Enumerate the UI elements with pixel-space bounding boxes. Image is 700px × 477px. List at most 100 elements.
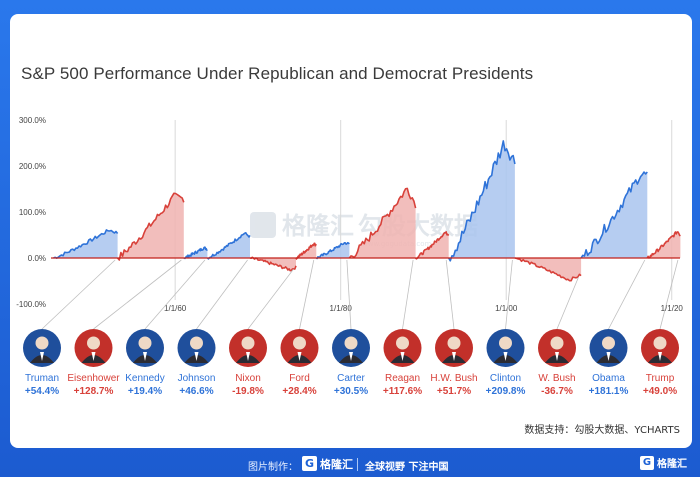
avatar-shirt [91,352,96,361]
series-area [207,232,250,259]
connector-line [93,259,182,330]
series-line [249,256,297,272]
series-line [448,140,516,262]
y-tick-label: 200.0% [19,162,46,171]
series-line [646,231,681,259]
avatar-head [447,336,461,350]
avatar-head [35,336,49,350]
avatar-shirt [555,352,559,361]
connector-line [402,259,414,330]
series-line [53,229,119,259]
series-ford [295,242,317,260]
avatar-head [550,336,564,350]
avatar [486,329,525,367]
avatar-head [499,336,512,350]
y-tick-label: 0.0% [28,254,46,263]
president-return: +30.5% [334,386,368,397]
gelonghui-logo-icon: G [302,456,317,471]
avatar-head [344,336,358,350]
series-h-w--bush [415,231,450,260]
avatar [435,329,473,367]
y-tick-label: 100.0% [19,208,46,217]
series-line [415,231,450,260]
president-name: Trump [646,373,675,384]
avatar-shirt [606,352,611,361]
series-area [53,229,118,259]
series-trump [646,231,681,259]
footer-credit: 图片制作： [248,462,298,473]
avatar [229,329,267,367]
avatar-head [293,336,306,350]
avatar [177,329,216,367]
avatar [74,329,113,367]
president-return: +128.7% [74,386,114,397]
president-return: +28.4% [282,386,316,397]
avatar [280,329,319,367]
chart-card: S&P 500 Performance Under Republican and… [10,14,692,448]
president-name: Nixon [235,373,261,384]
y-tick-label: 300.0% [19,116,46,125]
president-name: H.W. Bush [430,373,477,384]
connector-line [505,259,513,330]
connector-line [556,276,579,330]
avatar [589,329,628,367]
avatar [383,329,422,367]
series-area [514,258,582,281]
president-name: Truman [25,373,59,384]
president-return: +49.0% [643,386,677,397]
avatar-shirt [452,352,456,361]
president-return: +181.1% [589,386,629,397]
series-reagan [348,187,417,259]
president-return: +46.6% [179,386,213,397]
president-name: W. Bush [538,373,575,384]
president-name: Clinton [490,373,521,384]
footer-divider [357,458,358,471]
series-line [116,192,185,261]
president-return: +51.7% [437,386,471,397]
watermark-logo-icon [250,212,276,238]
footer-logo-right: G 格隆汇 [640,455,687,470]
avatar-shirt [194,352,199,361]
president-name: Ford [289,373,310,384]
x-tick-label: 1/1/20 [661,304,684,313]
avatar-shirt [40,352,44,361]
y-tick-label: -100.0% [16,300,46,309]
series-nixon [249,256,297,272]
avatar-shirt [349,352,353,361]
president-name: Obama [592,373,625,384]
x-tick-label: 1/1/80 [330,304,353,313]
connector-line [144,259,206,330]
president-return: +209.8% [486,386,526,397]
series-line [295,242,317,260]
avatar-head [87,336,100,350]
x-tick-label: 1/1/00 [495,304,518,313]
series-clinton [448,140,516,262]
footer-logo-right-text: 格隆汇 [657,459,687,470]
avatar-head [602,336,615,350]
series-carter [315,241,350,260]
connector-line [608,259,646,330]
connector-line [346,259,352,330]
avatar-shirt [297,352,302,361]
x-tick-label: 1/1/60 [164,304,187,313]
avatar-shirt [503,352,508,361]
avatar-shirt [658,352,662,361]
series-line [348,187,417,259]
connector-line [196,259,248,330]
series-line [206,232,251,260]
footer-logo: G 格隆汇 [302,455,353,472]
avatar-head [190,336,203,350]
avatar [641,329,679,367]
president-return: -19.8% [232,386,264,397]
series-line [514,257,582,282]
avatar-shirt [400,352,405,361]
president-name: Reagan [385,373,420,384]
series-w--bush [514,257,582,282]
avatar-head [396,336,409,350]
avatar [332,329,370,367]
performance-chart: 格隆汇勾股大数据www.gogudata.com300.0%200.0%100.… [16,116,684,397]
avatar [23,329,61,367]
connector-line [445,259,455,330]
avatar-head [653,336,667,350]
footer-logo-text: 格隆汇 [320,457,353,471]
